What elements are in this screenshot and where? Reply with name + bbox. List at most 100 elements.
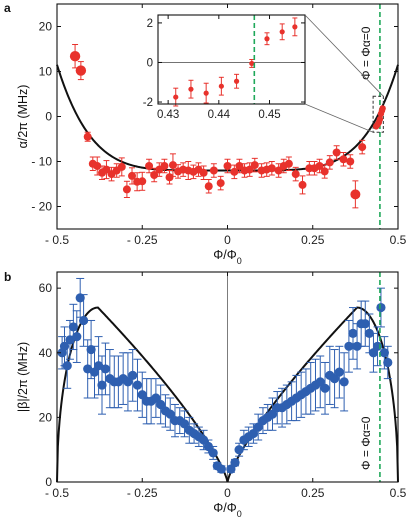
panel-a-data-point: [223, 162, 232, 170]
panel-a-data-point: [339, 155, 348, 164]
panel-b-data-point: [156, 399, 166, 410]
inset-plot-area: [158, 15, 305, 104]
inset-y-tick-label: -2: [143, 97, 153, 109]
inset-y-tick-label: 2: [147, 18, 153, 30]
panel-b-data-point: [86, 344, 96, 355]
panel-b-data-point: [78, 315, 89, 326]
panel-a-data-point: [83, 132, 92, 141]
panel-b-data-point: [208, 448, 218, 458]
panel-b-data-point: [216, 464, 226, 474]
panel-a-data-point: [346, 157, 355, 166]
panel-b-y-tick-label: 40: [39, 346, 53, 360]
panel-b-data-point: [234, 445, 244, 455]
panel-a-data-point: [204, 182, 213, 191]
panel-b-y-axis-label: |β|/2π (MHz): [16, 342, 30, 412]
inset-data-point: [292, 24, 298, 30]
panel-a-label: a: [4, 1, 11, 15]
panel-b-data-point: [253, 422, 263, 432]
panel-b-phi-alpha0-label: Φ = Φα=0: [359, 416, 373, 470]
panel-b-x-tick-label: - 0.25: [127, 486, 158, 500]
panel-a-data-point: [332, 148, 341, 157]
panel-a-y-axis-label: α/2π (MHz): [16, 85, 30, 149]
panel-a-data-point: [250, 161, 259, 170]
panel-b-chart: - 0.5 - 0.25 0 0.25 0.5 0 20 40 60 Φ/Φ0 |β|/2π (MH…: [16, 271, 407, 519]
panel-b-data-point: [132, 380, 143, 390]
panel-a-data-point: [284, 159, 293, 168]
panel-a-data-point: [216, 179, 225, 188]
panel-a-data-point: [117, 162, 126, 171]
panel-a-zoom-box: [372, 95, 384, 133]
panel-a-y-tick-label: - 10: [31, 155, 52, 169]
panel-b-data-point: [97, 380, 107, 390]
inset-x-tick-label: 0.45: [258, 109, 280, 121]
panel-a-x-axis-label: Φ/Φ0: [213, 248, 241, 266]
panel-a-x-tick-label: 0: [224, 233, 231, 247]
panel-b-data-point: [94, 361, 104, 371]
panel-b-data-point: [267, 409, 278, 419]
panel-a-y-tick-label: 0: [45, 110, 52, 124]
panel-a-data-point: [320, 167, 329, 176]
panel-b-data-point: [248, 428, 259, 439]
panel-a-x-tick-label: - 0.5: [45, 233, 69, 247]
panel-b-data-point: [62, 361, 72, 371]
inset-y-tick-label: 0: [147, 57, 153, 69]
panel-b-y-tick-label: 0: [45, 475, 52, 489]
panel-b-data-point: [334, 367, 344, 377]
panel-a-zoom-point: [379, 105, 386, 112]
panel-b-data-point: [230, 458, 240, 468]
panel-b-data-point: [320, 383, 330, 393]
inset-data-point: [173, 94, 179, 100]
panel-b-data-point: [360, 319, 370, 329]
panel-b-data-point: [339, 377, 349, 387]
panel-b-x-tick-label: 0: [224, 486, 231, 500]
panel-a-data-point: [69, 51, 81, 62]
panel-b-data-point: [315, 377, 325, 387]
panel-b-data-point: [179, 419, 190, 429]
panel-b-x-axis-label: Φ/Φ0: [213, 501, 241, 519]
panel-a-data-point: [75, 65, 87, 76]
panel-b-data-point: [329, 374, 340, 384]
inset-data-point: [218, 83, 224, 89]
panel-a-data-point: [350, 189, 361, 200]
panel-a-x-tick-label: 0.5: [390, 233, 407, 247]
inset-data-point: [188, 86, 194, 92]
panel-a-data-point: [267, 164, 276, 173]
panel-b-data-point: [68, 322, 78, 332]
inset-x-tick-label: 0.43: [157, 109, 179, 121]
inset-axes-frame: [157, 14, 306, 105]
inset-data-point: [203, 90, 209, 96]
panel-b-data-point: [344, 341, 354, 351]
panel-a-data-point: [298, 180, 307, 189]
panel-b-data-point: [372, 341, 383, 351]
panel-b-y-tick-label: 60: [39, 281, 53, 295]
panel-a-data-point: [150, 171, 159, 179]
inset-data-point: [233, 78, 240, 84]
panel-b-data-point: [123, 377, 133, 387]
panel-b-data-point: [72, 332, 82, 342]
inset-connector-line: [304, 14, 384, 97]
panel-a-data-point: [128, 171, 137, 180]
panel-a-x-tick-label: 0.25: [301, 233, 325, 247]
inset-data-point: [249, 60, 255, 67]
panel-a-data-point: [93, 162, 102, 170]
panel-b-data-point: [165, 409, 175, 419]
panel-b-data-point: [364, 328, 374, 338]
panel-a-data-point: [145, 162, 154, 170]
inset-data-point: [279, 29, 285, 35]
panel-b-data-point: [75, 293, 85, 303]
panel-b-x-tick-label: - 0.5: [45, 486, 69, 500]
panel-b-y-tick-label: 20: [39, 410, 53, 424]
panel-a-data-point: [138, 177, 147, 186]
panel-b-data-point: [128, 370, 138, 380]
panel-a-data-point: [165, 173, 174, 182]
panel-a-zoom-point: [376, 116, 384, 123]
panel-a-data-point: [230, 167, 239, 176]
panel-b-data-point: [137, 390, 147, 400]
panel-b-data-point: [83, 364, 93, 374]
inset-x-tick-label: 0.44: [208, 109, 231, 121]
inset-data-point: [264, 36, 270, 42]
panel-b-data-point: [383, 357, 393, 368]
panel-b-x-tick-label: 0.5: [390, 486, 407, 500]
panel-a-data-point: [199, 168, 208, 177]
